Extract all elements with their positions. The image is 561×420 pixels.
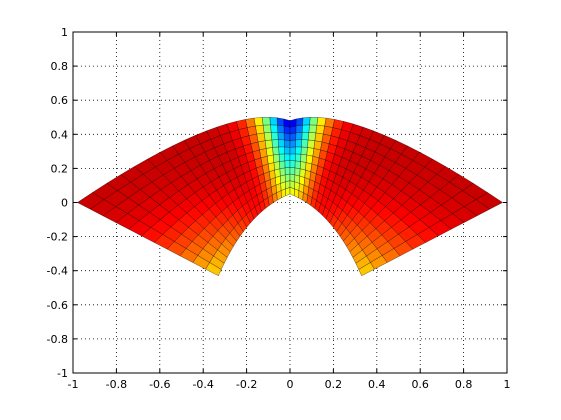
x-tick-label: 0 <box>287 378 294 391</box>
surface-cell <box>270 132 279 141</box>
y-tick-label: 0.4 <box>51 128 69 141</box>
surface-cell <box>295 139 303 148</box>
surface-cell <box>289 180 295 190</box>
surface-cell <box>289 146 296 155</box>
surface-cell <box>261 117 271 126</box>
x-tick-label: 0.4 <box>368 378 386 391</box>
surface-cell <box>295 132 303 141</box>
tick-marks <box>72 31 508 374</box>
surface-cell <box>295 117 304 127</box>
surface-cell <box>279 160 286 169</box>
x-tick-label: -0.4 <box>192 378 213 391</box>
surface-lobe-right <box>289 117 504 277</box>
x-tick-label: -1 <box>68 378 79 391</box>
y-tick-label: -0.4 <box>47 265 68 278</box>
surface-cell <box>295 153 302 162</box>
surface-cell <box>271 139 279 148</box>
surface-cell <box>289 160 296 169</box>
surface-cell <box>277 132 285 141</box>
surface-cell <box>280 174 286 184</box>
surface-cell <box>284 167 291 176</box>
surface-cell <box>307 132 317 141</box>
surface-cell <box>278 153 285 162</box>
surface-cell <box>301 139 309 148</box>
surface-cell <box>284 146 291 155</box>
surface-cell <box>294 167 301 177</box>
x-tick-label: 0.8 <box>455 378 473 391</box>
surface-cell <box>270 124 278 133</box>
x-tick-label: 0.2 <box>325 378 343 391</box>
surface-cell <box>284 160 291 169</box>
surface-cell <box>289 167 296 176</box>
y-tick-label: 0.6 <box>51 94 69 107</box>
surface-cell <box>289 132 297 141</box>
surface-cell <box>300 146 308 156</box>
y-tick-label: 0 <box>61 197 68 210</box>
x-tick-label: 1 <box>504 378 511 391</box>
surface-cell <box>300 153 308 163</box>
surface-cell <box>289 153 296 162</box>
surface-cell <box>307 139 316 149</box>
surface-cell <box>475 192 504 210</box>
y-tick-label: -0.2 <box>47 231 68 244</box>
surface-cell <box>274 168 281 178</box>
x-tick-label: -0.2 <box>236 378 257 391</box>
y-tick-label: 0.8 <box>51 60 69 73</box>
surface-cell <box>301 132 310 141</box>
surface-cell <box>295 124 303 134</box>
y-tick-label: -0.6 <box>47 299 68 312</box>
surface-plot <box>76 117 504 277</box>
surface-cell <box>302 117 311 126</box>
surface-cell <box>264 139 273 149</box>
surface-cell <box>278 146 285 155</box>
surface-cell <box>279 167 286 177</box>
surface-cell <box>273 161 281 171</box>
surface-cell <box>299 161 307 171</box>
y-tick-label: 0.2 <box>51 162 69 175</box>
surface-cell <box>265 147 274 157</box>
surface-cell <box>76 192 105 210</box>
surface-lobe-left <box>76 117 291 277</box>
surface-cell <box>283 132 291 141</box>
surface-cell <box>289 173 296 183</box>
surface-cell <box>289 139 296 148</box>
surface-cell <box>269 117 278 126</box>
y-tick-label: -0.8 <box>47 333 68 346</box>
surface-cell <box>285 180 291 190</box>
surface-cell <box>294 160 301 169</box>
surface-cell <box>272 146 280 156</box>
x-tick-label: 0.6 <box>411 378 429 391</box>
surface-cell <box>302 124 310 133</box>
surface-cell <box>284 173 291 183</box>
y-tick-labels: -1 -0.8 -0.6 -0.4 -0.2 0 0.2 0.4 0.6 0.8 1 <box>47 26 68 380</box>
surface-cell <box>295 146 302 155</box>
surface-cell <box>306 147 315 157</box>
surface-cell <box>299 168 306 178</box>
surface-cell <box>263 132 273 141</box>
surface-cell <box>284 139 291 148</box>
surface-cell <box>284 153 291 162</box>
surface-cell <box>277 124 285 134</box>
y-tick-label: 1 <box>61 26 68 39</box>
surface-cell <box>308 124 318 134</box>
surface-cell <box>262 124 272 134</box>
x-tick-label: -0.8 <box>106 378 127 391</box>
surface-cell <box>277 139 285 148</box>
surface-cell <box>272 153 280 163</box>
surface-cell <box>309 117 319 126</box>
surface-cell <box>276 117 285 127</box>
surface-cell <box>294 174 300 184</box>
x-tick-labels: -1 -0.8 -0.6 -0.4 -0.2 0 0.2 0.4 0.6 0.8 1 <box>68 378 511 391</box>
y-tick-label: -1 <box>57 367 68 380</box>
x-tick-label: -0.6 <box>149 378 170 391</box>
